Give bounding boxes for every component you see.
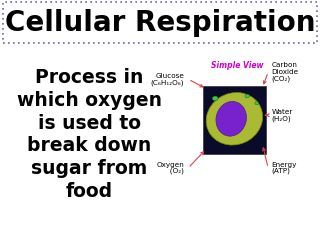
Ellipse shape	[212, 96, 218, 101]
Text: Oxygen
   (O₂): Oxygen (O₂)	[156, 162, 184, 174]
Text: Simple View: Simple View	[211, 61, 264, 70]
Ellipse shape	[216, 102, 246, 136]
Text: Energy
(ATP): Energy (ATP)	[271, 162, 297, 174]
Ellipse shape	[245, 94, 250, 98]
Text: Carbon
Dioxide
(CO₂): Carbon Dioxide (CO₂)	[271, 62, 299, 82]
Ellipse shape	[255, 102, 259, 105]
Text: Process in
which oxygen
is used to
break down
sugar from
food: Process in which oxygen is used to break…	[17, 68, 162, 201]
Text: Water
(H₂O): Water (H₂O)	[271, 109, 293, 122]
Ellipse shape	[206, 93, 263, 145]
Text: Cellular Respiration: Cellular Respiration	[5, 9, 315, 37]
FancyBboxPatch shape	[3, 2, 317, 43]
Text: Glucose
(C₆H₁₂O₆): Glucose (C₆H₁₂O₆)	[150, 73, 184, 86]
Bar	[203, 86, 266, 154]
